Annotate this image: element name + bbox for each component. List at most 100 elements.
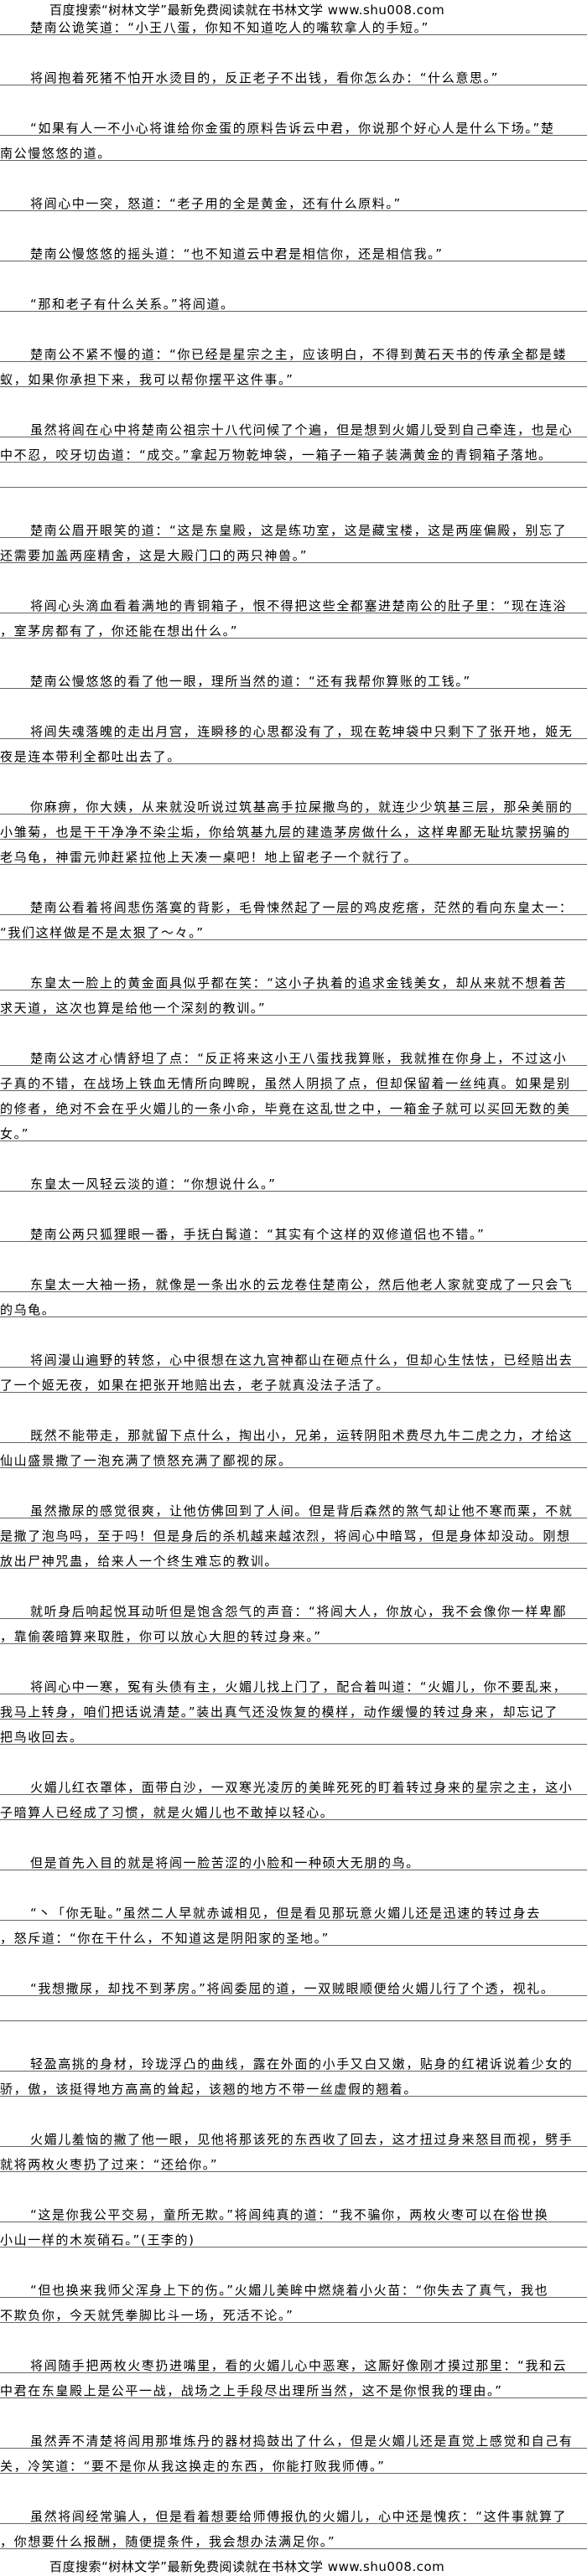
text-line: 蚁，如果你承担下来，我可以帮你摆平这件事。” — [0, 362, 587, 387]
text-line: 子真的不错，在战场上铁血无情所向睥睨，虽然人阴损了点，但却保留着一丝纯真。如果是… — [0, 1066, 587, 1091]
text-line: 东皇太一大袖一扬，就像是一条出水的云龙卷住楚南公，然后他老人家就变成了一只会飞 — [0, 1267, 587, 1292]
paragraph: 既然不能带走，那就留下点什么，掏出小，兄弟，运转阴阳术费尽九牛二虎之力，才给这仙… — [0, 1418, 587, 1468]
text-line: 女。” — [0, 1116, 587, 1141]
paragraph: 楚南公眉开眼笑的道：“这是东皇殿，这是练功室，这是藏宝楼，这是两座偏殿，别忘了还… — [0, 513, 587, 563]
text-line: 将闾心中一寒，冤有头债有主，火媚儿找上门了，配合着叫道：“火媚儿，你不要乱来， — [0, 1669, 587, 1694]
text-line: 夜是连本带利全都吐出去了。 — [0, 739, 587, 764]
text-line: 将闾抱着死猪不怕开水烫目的，反正老子不出钱，看你怎么办：“什么意思。” — [0, 60, 587, 85]
site-banner-top: 百度搜索“树林文学”最新免费阅读就在书林文学 www.shu008.com — [49, 3, 445, 18]
paragraph: 火媚儿红衣罩体，面带白沙，一双寒光凌厉的美眸死死的盯着转过身来的星宗之主，这小子… — [0, 1770, 587, 1820]
text-line: 了一个姬无夜，如果在把张开地赔出去，老子就真没法子活了。 — [0, 1368, 587, 1393]
text-line: 把鸟收回去。 — [0, 1720, 587, 1745]
text-line: 的修者，绝对不会在乎火媚儿的一条小命，毕竟在这乱世之中，一箱金子就可以买回无数的… — [0, 1091, 587, 1116]
text-line: ，室茅房都有了，你还能在想出什么。” — [0, 613, 587, 639]
paragraph: 将闾心中一寒，冤有头债有主，火媚儿找上门了，配合着叫道：“火媚儿，你不要乱来，我… — [0, 1669, 587, 1745]
paragraph: 轻盈高挑的身材，玲珑浮凸的曲线，露在外面的小手又白又嫩，贴身的红裙诉说着少女的骄… — [0, 2046, 587, 2097]
paragraph: 楚南公慢悠悠的看了他一眼，理所当然的道：“还有我帮你算账的工钱。” — [0, 664, 587, 689]
text-line: 楚南公看着将闾悲伤落寞的背影，毛骨悚然起了一层的鸡皮疙瘩，茫然的看向东皇太一： — [0, 890, 587, 915]
text-line: 将闾失魂落魄的走出月宫，连瞬移的心思都没有了，现在乾坤袋中只剩下了张开地，姬无 — [0, 714, 587, 739]
paragraph: 将闾失魂落魄的走出月宫，连瞬移的心思都没有了，现在乾坤袋中只剩下了张开地，姬无夜… — [0, 714, 587, 764]
text-line: 既然不能带走，那就留下点什么，掏出小，兄弟，运转阴阳术费尽九牛二虎之力，才给这 — [0, 1418, 587, 1443]
text-line: 将闾漫山遍野的转悠，心中很想在这九宫神都山在砸点什么，但却心生怯怯，已经赔出去 — [0, 1342, 587, 1368]
paragraph: 将闾随手把两枚火枣扔进嘴里，看的火媚儿心中恶寒，这厮好像刚才摸过那里：“我和云中… — [0, 2348, 587, 2398]
paragraph: 楚南公慢悠悠的摇头道：“也不知道云中君是相信你，还是相信我。” — [0, 236, 587, 261]
text-line: 老乌龟，神雷元帅赶紧拉他上天凑一桌吧！地上留老子一个就行了。 — [0, 840, 587, 865]
text-line: 虽然撒尿的感觉很爽，让他仿佛回到了人间。但是背后森然的煞气却让他不寒而栗，不就 — [0, 1493, 587, 1518]
text-line: 我马上转身，咱们把话说清楚。”装出真气还没恢复的模样，动作缓慢的转过身来，却忘记… — [0, 1694, 587, 1720]
text-line: 楚南公这才心情舒坦了点：“反正将来这小王八蛋找我算账，我就推在你身上，不过这小 — [0, 1041, 587, 1066]
text-line: 东皇太一脸上的黄金面具似乎都在笑：“这小子执着的追求金钱美女，却从来就不想着苦 — [0, 965, 587, 991]
text-line: “但也换来我师父浑身上下的伤。”火媚儿美眸中燃烧着小火苗：“你失去了真气，我也 — [0, 2273, 587, 2298]
site-banner-bottom: 百度搜索“树林文学”最新免费阅读就在书林文学 www.shu008.com — [49, 2559, 445, 2574]
text-line: 小雏菊，也是干干净净不染尘垢，你给筑基九层的建造茅房做什么，这样卑鄙无耻坑蒙拐骗… — [0, 815, 587, 840]
text-line: 将闾心头滴血看着满地的青铜箱子，恨不得把这些全都塞进楚南公的肚子里：“现在连浴 — [0, 588, 587, 613]
text-line: 虽然弄不清楚将闾用那堆炼丹的器材捣鼓出了什么，但是火媚儿还是直觉上感觉和自己有 — [0, 2423, 587, 2449]
text-line: 不欺负你，今天就凭拳脚比斗一场，死活不论。” — [0, 2298, 587, 2323]
paragraph: “丶「你无耻。”虽然二人早就赤诚相见，但是看见那玩意火媚儿还是迅速的转过身去 ，怒… — [0, 1896, 587, 1946]
paragraph: “那和老子有什么关系。”将闾道。 — [0, 287, 587, 312]
text-line: 将闾随手把两枚火枣扔进嘴里，看的火媚儿心中恶寒，这厮好像刚才摸过那里：“我和云 — [0, 2348, 587, 2373]
paragraph: “如果有人一不小心将谁给你金蛋的原料告诉云中君，你说那个好心人是什么下场。”楚南… — [0, 111, 587, 161]
text-line: 就听身后响起悦耳动听但是饱含怨气的声音：“将闾大人，你放心，我不会像你一样卑鄙 — [0, 1594, 587, 1619]
text-line: 仙山盛景撒了一泡充满了愤怒充满了鄙视的尿。 — [0, 1443, 587, 1468]
paragraph: 但是首先入目的就是将闾一脸苦涩的小脸和一种硕大无朋的鸟。 — [0, 1845, 587, 1870]
text-line: 火媚儿红衣罩体，面带白沙，一双寒光凌厉的美眸死死的盯着转过身来的星宗之主，这小 — [0, 1770, 587, 1795]
text-line: 中君在东皇殿上是公平一战，战场之上手段尽出理所当然，这不是你恨我的理由。” — [0, 2373, 587, 2398]
text-line: 放出尸神咒蛊，给来人一个终生难忘的教训。 — [0, 1544, 587, 1569]
paragraph: 火媚儿羞恼的撇了他一眼，见他将那该死的东西收了回去，这才扭过身来怒目而视，劈手就… — [0, 2122, 587, 2172]
text-line: ，你想要什么报酬，随便提条件，我会想办法满足你。” — [0, 2524, 587, 2549]
text-line: 虽然将闾在心中将楚南公祖宗十八代问候了个遍，但是想到火媚儿受到自己牵连，也是心 — [0, 412, 587, 437]
text-line: 楚南公不紧不慢的道：“你已经是星宗之主，应该明白，不得到黄石天书的传承全都是蝼 — [0, 337, 587, 362]
paragraph: 楚南公不紧不慢的道：“你已经是星宗之主，应该明白，不得到黄石天书的传承全都是蝼蚁… — [0, 337, 587, 387]
text-line: 楚南公两只狐狸眼一番，手抚白髯道：“其实有个这样的双修道侣也不错。” — [0, 1217, 587, 1242]
text-line: “我想撒尿，却找不到茅房。”将闾委屈的道，一双贼眼顺便给火媚儿行了个透，视礼。 — [0, 1971, 587, 1996]
text-line: 就将两枚火枣扔了过来：“还给你。” — [0, 2147, 587, 2172]
paragraph: 将闾心头滴血看着满地的青铜箱子，恨不得把这些全都塞进楚南公的肚子里：“现在连浴，… — [0, 588, 587, 639]
paragraph: 将闾漫山遍野的转悠，心中很想在这九宫神都山在砸点什么，但却心生怯怯，已经赔出去了… — [0, 1342, 587, 1393]
text-line: 还需要加盖两座精舍，这是大殿门口的两只神兽。” — [0, 538, 587, 563]
paragraph: 东皇太一风轻云淡的道：“你想说什么。” — [0, 1166, 587, 1192]
paragraph: 你麻痹，你大姨，从来就没听说过筑基高手拉屎撒鸟的，就连少少筑基三层，那朵美丽的小… — [0, 789, 587, 865]
text-line: 虽然将闾经常骗人，但是看着想要给师傅报仇的火媚儿，心中还是愧疚：“这件事就算了 — [0, 2499, 587, 2524]
paragraph: 虽然将闾在心中将楚南公祖宗十八代问候了个遍，但是想到火媚儿受到自己牵连，也是心中… — [0, 412, 587, 488]
paragraph: 将闾抱着死猪不怕开水烫目的，反正老子不出钱，看你怎么办：“什么意思。” — [0, 60, 587, 85]
text-line: “那和老子有什么关系。”将闾道。 — [0, 287, 587, 312]
text-line: 将闾心中一突，怒道：“老子用的全是黄金，还有什么原料。” — [0, 186, 587, 211]
paragraph: 就听身后响起悦耳动听但是饱含怨气的声音：“将闾大人，你放心，我不会像你一样卑鄙，… — [0, 1594, 587, 1644]
paragraph: “这是你我公平交易，童所无欺。”将闾纯真的道：“我不骗你，两枚火枣可以在俗世换小… — [0, 2197, 587, 2248]
text-line: 中不忍，咬牙切齿道：“成交。”拿起万物乾坤袋，一箱子一箱子装满黄金的青铜箱子落地… — [0, 437, 587, 463]
paragraph: 虽然弄不清楚将闾用那堆炼丹的器材捣鼓出了什么，但是火媚儿还是直觉上感觉和自己有关… — [0, 2423, 587, 2474]
text-line: 楚南公慢悠悠的看了他一眼，理所当然的道：“还有我帮你算账的工钱。” — [0, 664, 587, 689]
paragraph: 将闾心中一突，怒道：“老子用的全是黄金，还有什么原料。” — [0, 186, 587, 211]
text-line: 东皇太一风轻云淡的道：“你想说什么。” — [0, 1166, 587, 1192]
text-line: 求天道，这次也算是给他一个深刻的教训。” — [0, 991, 587, 1016]
text-line: 南公慢悠悠的道。 — [0, 136, 587, 161]
empty-ruled-line — [0, 463, 587, 488]
text-line: “这是你我公平交易，童所无欺。”将闾纯真的道：“我不骗你，两枚火枣可以在俗世换 — [0, 2197, 587, 2222]
text-line: ，怒斥道：“你在干什么，不知道这是阴阳家的圣地。” — [0, 1921, 587, 1946]
text-line: 楚南公慢悠悠的摇头道：“也不知道云中君是相信你，还是相信我。” — [0, 236, 587, 261]
text-line: 子暗算人已经成了习惯，就是火媚儿也不敢掉以轻心。 — [0, 1795, 587, 1820]
paragraph: 楚南公诡笑道：“小王八蛋，你知不知道吃人的嘴软拿人的手短。” — [0, 10, 587, 35]
text-line: 关，冷笑道：“要不是你从我这换走的东西，你能打败我师傅。” — [0, 2449, 587, 2474]
text-line: 火媚儿羞恼的撇了他一眼，见他将那该死的东西收了回去，这才扭过身来怒目而视，劈手 — [0, 2122, 587, 2147]
text-line: 小山一样的木炭硝石。”(王李的) — [0, 2222, 587, 2248]
text-line: 你麻痹，你大姨，从来就没听说过筑基高手拉屎撒鸟的，就连少少筑基三层，那朵美丽的 — [0, 789, 587, 815]
paragraph: 楚南公看着将闾悲伤落寞的背影，毛骨悚然起了一层的鸡皮疙瘩，茫然的看向东皇太一： “… — [0, 890, 587, 940]
paragraph: “我想撒尿，却找不到茅房。”将闾委屈的道，一双贼眼顺便给火媚儿行了个透，视礼。 — [0, 1971, 587, 2021]
text-line: 楚南公眉开眼笑的道：“这是东皇殿，这是练功室，这是藏宝楼，这是两座偏殿，别忘了 — [0, 513, 587, 538]
text-line: 楚南公诡笑道：“小王八蛋，你知不知道吃人的嘴软拿人的手短。” — [0, 10, 587, 35]
text-line: 是撒了泡鸟吗，至于吗！但是身后的杀机越来越浓烈，将闾心中暗骂，但是身体却没动。刚… — [0, 1518, 587, 1544]
paragraph: 楚南公这才心情舒坦了点：“反正将来这小王八蛋找我算账，我就推在你身上，不过这小子… — [0, 1041, 587, 1141]
text-line: “丶「你无耻。”虽然二人早就赤诚相见，但是看见那玩意火媚儿还是迅速的转过身去 — [0, 1896, 587, 1921]
paragraph: 楚南公两只狐狸眼一番，手抚白髯道：“其实有个这样的双修道侣也不错。” — [0, 1217, 587, 1242]
text-line: “如果有人一不小心将谁给你金蛋的原料告诉云中君，你说那个好心人是什么下场。”楚 — [0, 111, 587, 136]
text-line: 但是首先入目的就是将闾一脸苦涩的小脸和一种硕大无朋的鸟。 — [0, 1845, 587, 1870]
text-line: 的乌龟。 — [0, 1292, 587, 1317]
chapter-text: 楚南公诡笑道：“小王八蛋，你知不知道吃人的嘴软拿人的手短。” 将闾抱着死猪不怕开水… — [0, 10, 587, 2574]
text-line: ，靠偷袭暗算来取胜，你可以放心大胆的转过身来。” — [0, 1619, 587, 1644]
paragraph: 东皇太一大袖一扬，就像是一条出水的云龙卷住楚南公，然后他老人家就变成了一只会飞的… — [0, 1267, 587, 1317]
text-line: “我们这样做是不是太狠了～々。” — [0, 915, 587, 940]
text-line: 骄，傲，该挺得地方高高的耸起，该翘的地方不带一丝虚假的翘着。 — [0, 2072, 587, 2097]
paragraph: “但也换来我师父浑身上下的伤。”火媚儿美眸中燃烧着小火苗：“你失去了真气，我也不… — [0, 2273, 587, 2323]
